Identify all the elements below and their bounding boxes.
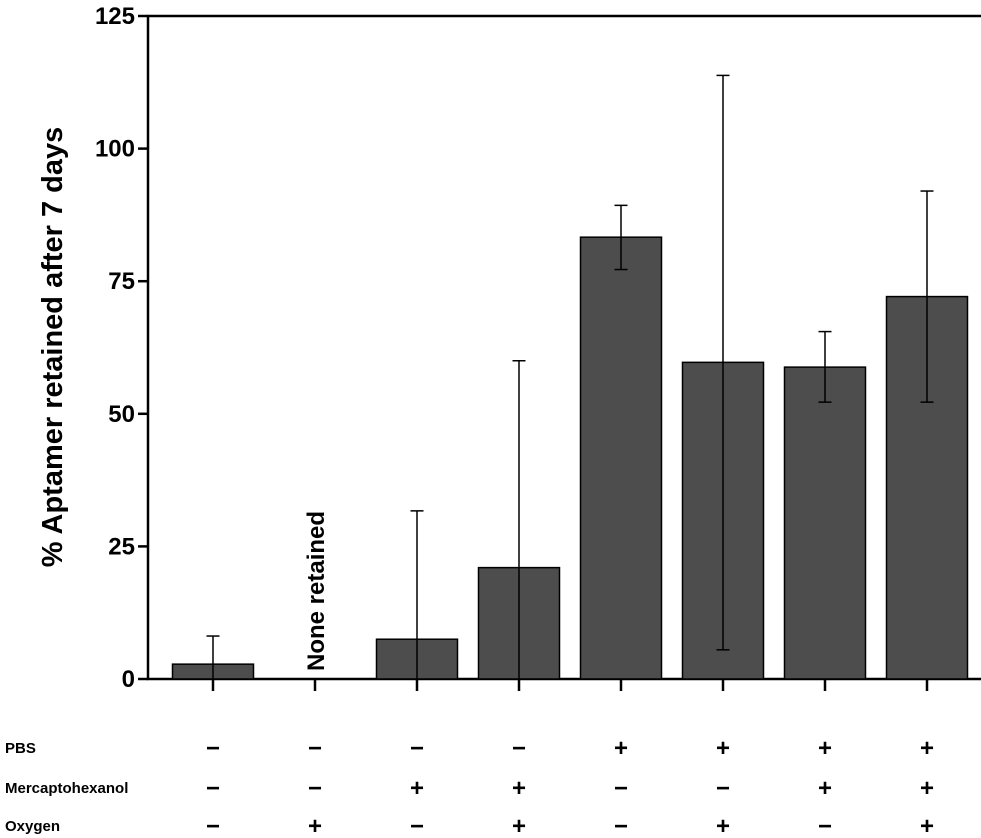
minus-sign: − — [206, 735, 220, 762]
y-axis-label: % Aptamer retained after 7 days — [37, 127, 69, 568]
y-tick-label: 25 — [108, 533, 135, 560]
minus-sign: − — [308, 735, 322, 762]
condition-row-label: Mercaptohexanol — [5, 780, 128, 797]
plus-sign: + — [920, 735, 934, 762]
plus-sign: + — [512, 775, 526, 802]
y-tick-label: 125 — [95, 3, 135, 30]
minus-sign: − — [614, 775, 628, 802]
plus-sign: + — [308, 813, 322, 838]
y-tick-label: 75 — [108, 268, 135, 295]
minus-sign: − — [614, 813, 628, 838]
bar — [783, 366, 867, 680]
minus-sign: − — [206, 775, 220, 802]
minus-sign: − — [410, 813, 424, 838]
minus-sign: − — [206, 813, 220, 838]
plot-frame — [146, 14, 981, 681]
minus-sign: − — [818, 813, 832, 838]
condition-row-label: Oxygen — [5, 818, 60, 835]
y-tick-label: 50 — [108, 401, 135, 428]
plus-sign: + — [818, 775, 832, 802]
y-tick-label: 100 — [95, 136, 135, 163]
minus-sign: − — [512, 735, 526, 762]
condition-table: PBS − − − − + + + + Mercaptohexanol − − + + − − + + Oxygen… — [5, 735, 934, 838]
plus-sign: + — [716, 735, 730, 762]
minus-sign: − — [410, 735, 424, 762]
plus-sign: + — [920, 775, 934, 802]
plus-sign: + — [920, 813, 934, 838]
plus-sign: + — [818, 735, 832, 762]
condition-row-label: PBS — [5, 740, 36, 757]
plus-sign: + — [512, 813, 526, 838]
plot-area: 0 25 50 75 100 125 None retained — [95, 3, 981, 693]
plus-sign: + — [410, 775, 424, 802]
y-tick-label: 0 — [122, 666, 135, 693]
annotation-label: None retained — [303, 511, 330, 671]
minus-sign: − — [716, 775, 730, 802]
plus-sign: + — [716, 813, 730, 838]
minus-sign: − — [308, 775, 322, 802]
plus-sign: + — [614, 735, 628, 762]
bar — [579, 236, 663, 680]
